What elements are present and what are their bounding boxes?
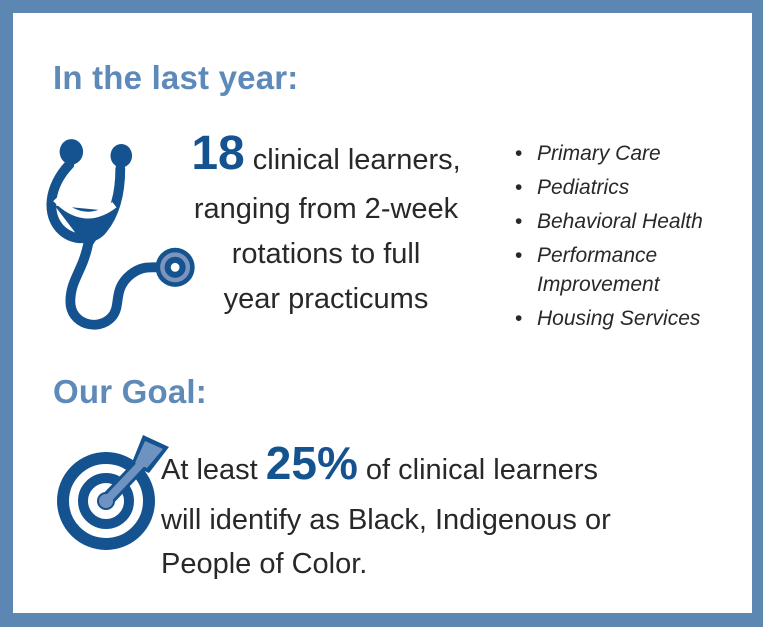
list-item: • Pediatrics	[511, 173, 723, 202]
list-item: • Housing Services	[511, 304, 723, 333]
bullet-dot: •	[515, 307, 523, 330]
goal-statement: At least 25% of clinical learners will i…	[161, 435, 671, 586]
list-item: • Behavioral Health	[511, 207, 723, 236]
stethoscope-icon	[41, 123, 227, 354]
stat-line-1: 18 clinical learners,	[155, 127, 497, 187]
stat-number: 18	[191, 127, 245, 180]
list-item: • Primary Care	[511, 139, 723, 168]
clinical-learners-stat: 18 clinical learners, ranging from 2-wee…	[155, 127, 497, 322]
stat-line-4: year practicums	[223, 283, 429, 315]
bullet-dot: •	[515, 210, 523, 233]
goal-line-3: People of Color.	[161, 548, 368, 580]
target-icon	[53, 433, 173, 558]
stat-line-2: ranging from 2-week	[193, 193, 459, 225]
list-item: • Performance Improvement	[511, 241, 723, 299]
goal-line-1-text: of clinical learners	[357, 454, 599, 486]
rotation-areas-list: • Primary Care • Pediatrics • Behavioral He…	[511, 139, 723, 338]
goal-line-1: At least 25% of clinical learners	[161, 435, 671, 498]
stat-line-1-text: clinical learners,	[244, 144, 461, 176]
stat-line-3: rotations to full	[231, 238, 421, 270]
goal-prefix: At least	[161, 454, 266, 486]
last-year-heading: In the last year:	[53, 59, 299, 96]
bullet-dot: •	[515, 176, 523, 199]
goal-line-2: will identify as Black, Indigenous or	[161, 504, 611, 536]
goal-heading: Our Goal:	[53, 373, 207, 410]
bullet-dot: •	[515, 244, 523, 267]
goal-number: 25%	[265, 437, 358, 489]
bullet-dot: •	[515, 142, 523, 165]
